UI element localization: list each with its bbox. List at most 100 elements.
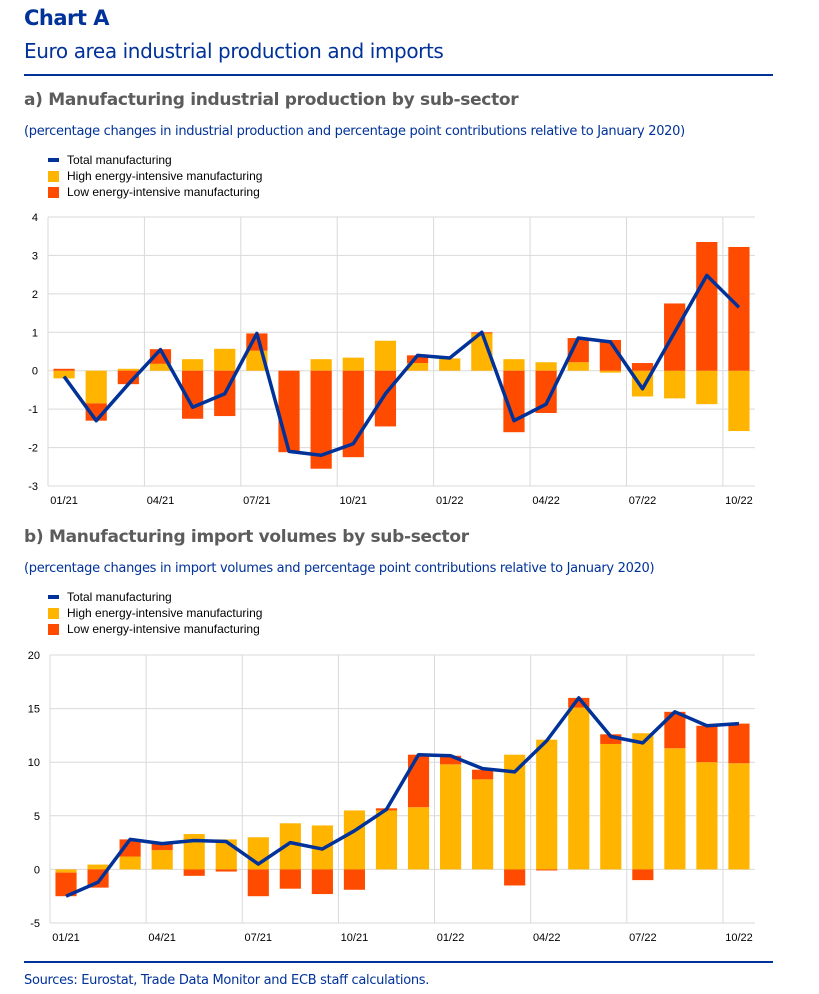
bar-low-energy	[600, 734, 622, 744]
bar-high-energy	[728, 763, 750, 870]
bar-low-energy	[567, 338, 589, 363]
legend-item-low: Low energy-intensive manufacturing	[48, 621, 262, 637]
legend-label: Total manufacturing	[67, 590, 172, 604]
y-tick-label: -5	[30, 918, 40, 930]
y-tick-label: -1	[28, 404, 38, 416]
y-tick-label: 15	[28, 704, 40, 716]
bar-high-energy	[439, 764, 462, 870]
x-tick-label: 01/21	[50, 495, 78, 507]
legend-label: High energy-intensive manufacturing	[67, 169, 263, 183]
y-tick-label: 0	[32, 366, 38, 378]
bar-low-energy	[535, 370, 557, 413]
legend-label: High energy-intensive manufacturing	[67, 606, 263, 620]
bar-low-energy	[279, 869, 301, 889]
legend-item-high: High energy-intensive manufacturing	[48, 168, 262, 184]
bar-low-energy	[55, 872, 77, 897]
bar-low-energy	[696, 241, 718, 371]
bar-high-energy	[151, 850, 173, 870]
bar-low-energy	[53, 368, 75, 371]
bar-low-energy	[183, 869, 205, 876]
bar-high-energy	[632, 733, 654, 870]
bar-high-energy	[53, 370, 75, 379]
bar-high-energy	[119, 856, 141, 870]
bar-high-energy	[117, 368, 139, 371]
bar-high-energy	[342, 357, 364, 371]
legend-item-total: Total manufacturing	[48, 589, 262, 605]
bar-low-energy	[278, 370, 300, 453]
bar-low-energy	[472, 769, 494, 780]
bar-low-energy	[536, 869, 558, 871]
x-tick-label: 10/21	[340, 495, 368, 507]
x-tick-label: 07/21	[245, 932, 273, 944]
bar-low-energy	[728, 723, 750, 764]
chart-a: -3 -2 -1 0 1 2 3 4 01/21 04/21 07/21 10/21 01/22 04/2…	[28, 212, 755, 507]
bar-low-energy	[664, 303, 686, 371]
panel-b-subtitle: (percentage changes in import volumes an…	[24, 561, 655, 576]
legend-item-high: High energy-intensive manufacturing	[48, 605, 262, 621]
bar-low-energy	[664, 711, 686, 749]
bar-high-energy	[215, 839, 237, 870]
legend-item-total: Total manufacturing	[48, 152, 262, 168]
bar-low-energy	[632, 869, 654, 881]
y-tick-label: 20	[28, 650, 40, 662]
legend-label: Low energy-intensive manufacturing	[67, 185, 260, 199]
bar-high-energy	[375, 810, 398, 870]
x-tick-label: 01/22	[436, 495, 464, 507]
y-tick-label: 3	[32, 250, 38, 262]
bar-high-energy	[406, 363, 429, 371]
y-tick-label: -2	[28, 443, 38, 455]
panel-a-subtitle: (percentage changes in industrial produc…	[24, 124, 685, 139]
x-tick-label: 07/21	[243, 495, 271, 507]
bar-high-energy	[149, 363, 172, 371]
x-tick-label: 04/21	[147, 495, 175, 507]
bar-high-energy	[728, 370, 750, 432]
title-divider	[24, 74, 773, 76]
y-tick-label: 2	[32, 289, 38, 301]
bar-high-energy	[85, 370, 107, 404]
legend-label: Total manufacturing	[67, 153, 172, 167]
legend-item-low: Low energy-intensive manufacturing	[48, 184, 262, 200]
bar-high-energy	[182, 359, 204, 371]
bar-high-energy	[279, 823, 301, 870]
legend-label: Low energy-intensive manufacturing	[67, 622, 260, 636]
x-tick-label: 07/22	[629, 495, 657, 507]
bar-low-energy	[406, 355, 429, 364]
x-tick-label: 10/22	[725, 932, 753, 944]
bar-high-energy	[600, 743, 622, 870]
bar-high-energy	[439, 358, 461, 371]
bar-high-energy	[183, 834, 205, 870]
bar-high-energy	[214, 348, 236, 371]
bar-high-energy	[343, 810, 366, 870]
y-tick-label: 10	[28, 757, 40, 769]
bar-high-energy	[503, 359, 525, 371]
bar-high-energy	[567, 362, 589, 371]
panel-a-legend: Total manufacturing High energy-intensiv…	[48, 152, 262, 200]
panel-a-title: a) Manufacturing industrial production b…	[24, 90, 519, 110]
bar-high-energy	[536, 739, 558, 870]
square-swatch-icon	[48, 607, 59, 619]
bar-low-energy	[728, 246, 750, 371]
bar-high-energy	[55, 869, 77, 873]
x-tick-label: 04/22	[532, 495, 560, 507]
line-total-manufacturing	[65, 696, 740, 898]
y-tick-label: 5	[34, 811, 40, 823]
bar-high-energy	[374, 340, 397, 371]
square-swatch-icon	[48, 623, 59, 635]
y-tick-label: -3	[28, 481, 38, 493]
y-tick-label: 4	[32, 212, 38, 224]
bar-low-energy	[631, 363, 654, 371]
line-total-manufacturing	[62, 273, 741, 458]
bar-low-energy	[439, 755, 462, 765]
square-swatch-icon	[48, 170, 59, 182]
bar-high-energy	[568, 707, 590, 870]
bar-high-energy	[696, 370, 718, 405]
bar-low-energy	[311, 869, 333, 895]
bar-high-energy	[664, 370, 686, 399]
x-tick-label: 01/21	[52, 932, 80, 944]
x-tick-label: 10/21	[341, 932, 369, 944]
page-title: Euro area industrial production and impo…	[24, 39, 444, 63]
square-swatch-icon	[48, 186, 59, 198]
x-tick-label: 10/22	[725, 495, 753, 507]
bar-high-energy	[310, 359, 332, 371]
bar-high-energy	[407, 807, 430, 870]
